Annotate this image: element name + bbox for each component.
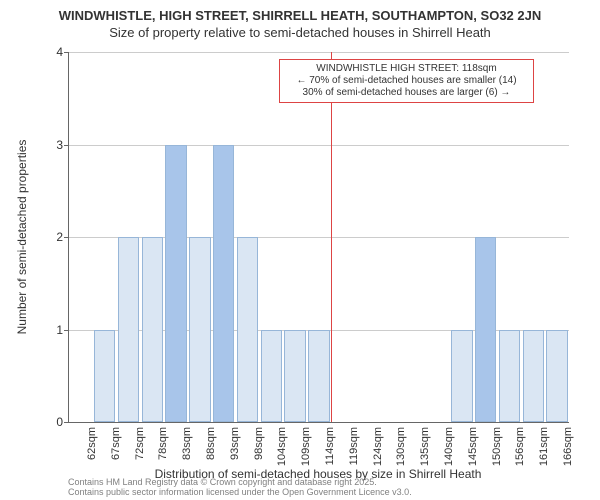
x-tick-label: 104sqm <box>276 427 288 466</box>
footer-line-2: Contains public sector information licen… <box>68 488 412 498</box>
x-tick-label: 83sqm <box>181 427 193 460</box>
y-axis-title-wrap: Number of semi-detached properties <box>14 52 30 422</box>
x-tick-label: 145sqm <box>467 427 479 466</box>
x-tick-label: 67sqm <box>110 427 122 460</box>
x-tick-label: 98sqm <box>253 427 265 460</box>
bar <box>94 330 115 423</box>
x-tick-label: 124sqm <box>372 427 384 466</box>
bar <box>284 330 305 423</box>
bar <box>308 330 329 423</box>
x-tick-label: 135sqm <box>419 427 431 466</box>
y-tick-label: 3 <box>56 138 63 152</box>
bar <box>189 237 210 422</box>
x-tick-label: 156sqm <box>514 427 526 466</box>
bar <box>451 330 472 423</box>
bar <box>142 237 163 422</box>
reference-line <box>331 52 332 422</box>
y-tick-mark <box>64 330 69 331</box>
bar <box>261 330 282 423</box>
chart-title-sub: Size of property relative to semi-detach… <box>0 23 600 40</box>
y-tick-label: 2 <box>56 230 63 244</box>
gridline <box>69 145 569 146</box>
x-tick-label: 166sqm <box>562 427 574 466</box>
x-tick-label: 109sqm <box>300 427 312 466</box>
y-axis-title: Number of semi-detached properties <box>15 140 29 335</box>
bar <box>546 330 567 423</box>
bar <box>165 145 186 423</box>
bar <box>523 330 544 423</box>
gridline <box>69 52 569 53</box>
x-tick-label: 130sqm <box>395 427 407 466</box>
x-tick-label: 114sqm <box>324 427 336 465</box>
x-tick-label: 150sqm <box>491 427 503 466</box>
y-tick-mark <box>64 237 69 238</box>
annotation-line: WINDWHISTLE HIGH STREET: 118sqm <box>285 63 528 75</box>
x-tick-label: 72sqm <box>134 427 146 460</box>
footer: Contains HM Land Registry data © Crown c… <box>68 478 412 498</box>
x-tick-label: 93sqm <box>229 427 241 460</box>
annotation-box: WINDWHISTLE HIGH STREET: 118sqm← 70% of … <box>279 59 534 103</box>
annotation-line: ← 70% of semi-detached houses are smalle… <box>285 75 528 87</box>
chart-title-main: WINDWHISTLE, HIGH STREET, SHIRRELL HEATH… <box>0 0 600 23</box>
bar <box>213 145 234 423</box>
plot-area: 0123462sqm67sqm72sqm78sqm83sqm88sqm93sqm… <box>68 52 569 423</box>
bar <box>118 237 139 422</box>
x-tick-label: 88sqm <box>205 427 217 460</box>
x-tick-label: 140sqm <box>443 427 455 466</box>
y-tick-label: 1 <box>56 323 63 337</box>
bar <box>499 330 520 423</box>
y-tick-mark <box>64 422 69 423</box>
y-tick-label: 0 <box>56 415 63 429</box>
bar <box>237 237 258 422</box>
bar <box>475 237 496 422</box>
y-tick-mark <box>64 52 69 53</box>
y-tick-mark <box>64 145 69 146</box>
x-tick-label: 78sqm <box>157 427 169 460</box>
x-tick-label: 119sqm <box>348 427 360 465</box>
chart-container: WINDWHISTLE, HIGH STREET, SHIRRELL HEATH… <box>0 0 600 500</box>
x-tick-label: 161sqm <box>538 427 550 466</box>
x-tick-label: 62sqm <box>86 427 98 460</box>
annotation-line: 30% of semi-detached houses are larger (… <box>285 87 528 99</box>
y-tick-label: 4 <box>56 45 63 59</box>
